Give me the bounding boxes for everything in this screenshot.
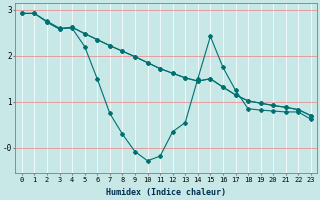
X-axis label: Humidex (Indice chaleur): Humidex (Indice chaleur) — [106, 188, 226, 197]
